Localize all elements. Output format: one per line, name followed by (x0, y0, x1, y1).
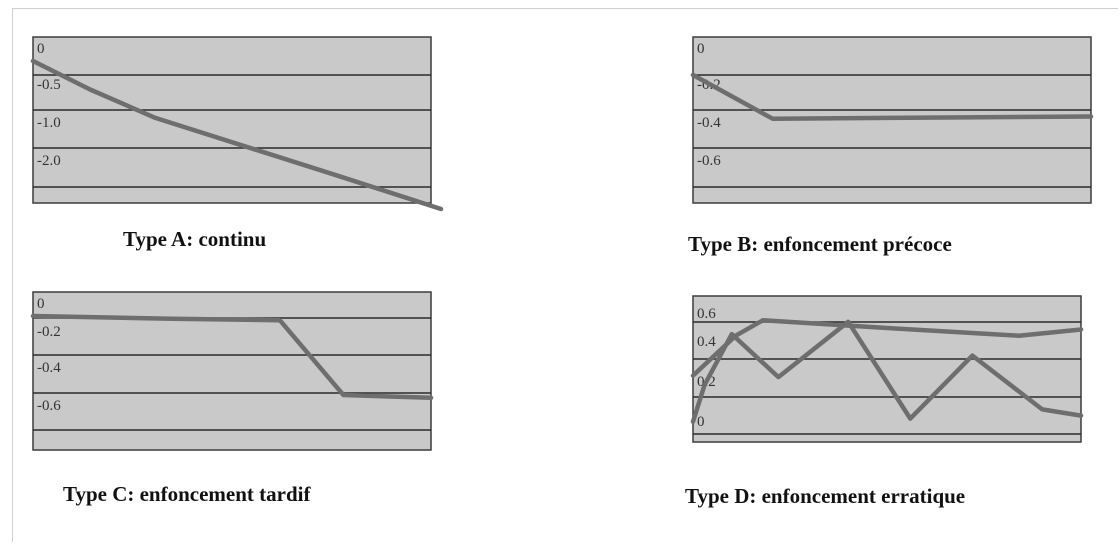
y-tick-label: -0.5 (37, 77, 61, 93)
y-tick-label: 0 (697, 41, 705, 57)
panel-title-type-d: Type D: enfoncement erratique (685, 484, 966, 508)
figure: 0 -0.5 -1.0 -2.0 Type A: continu 0 -0.2 -0.4 -… (12, 8, 1118, 542)
y-tick-label: 0.4 (697, 334, 716, 350)
panel-title-type-c: Type C: enfoncement tardif (63, 482, 311, 506)
y-tick-label: -0.2 (37, 324, 61, 340)
chart-type-d: 0.60.40.20 (690, 295, 1084, 443)
y-tick-label: -1.0 (37, 115, 61, 131)
plot-area (32, 36, 432, 204)
y-tick-label: -0.6 (37, 398, 61, 414)
y-tick-label: 0 (37, 296, 45, 312)
y-tick-label: -0.6 (697, 153, 721, 169)
series-line-type-b-1 (690, 72, 1094, 121)
panel-title-type-b: Type B: enfoncement précoce (688, 232, 952, 256)
series-line-type-d-2 (690, 319, 1084, 424)
y-tick-label: -0.4 (697, 115, 721, 131)
series-line-type-c-1 (30, 313, 434, 401)
series-line-type-a-1 (30, 58, 444, 212)
y-tick-label: 0.6 (697, 306, 716, 322)
chart-type-c: 0 -0.2 -0.4 -0.6 (30, 291, 434, 451)
plot-area (692, 295, 1082, 443)
y-tick-label: 0 (37, 41, 45, 57)
chart-type-a: 0 -0.5 -1.0 -2.0 (30, 36, 444, 212)
panel-title-type-a: Type A: continu (123, 227, 267, 251)
y-tick-label: -0.4 (37, 360, 61, 376)
chart-type-b: 0-0.2-0.4-0.6 (690, 36, 1094, 204)
y-tick-label: -2.0 (37, 153, 61, 169)
y-tick-label: 0 (697, 414, 705, 430)
